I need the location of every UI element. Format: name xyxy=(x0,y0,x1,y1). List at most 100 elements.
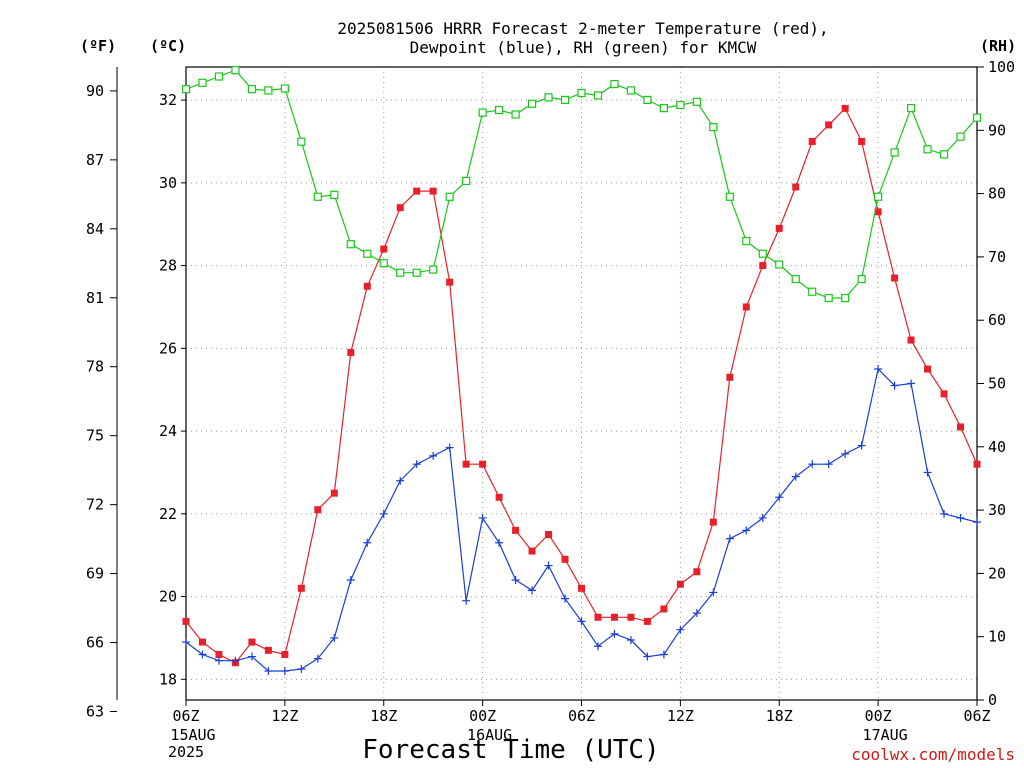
dewpoint-point xyxy=(890,381,899,390)
temperature-point xyxy=(957,423,965,431)
rh-point xyxy=(709,123,718,132)
dewpoint-point xyxy=(528,586,537,595)
c-tick-label: 26 xyxy=(159,339,177,357)
f-tick-label: 75 xyxy=(86,427,104,445)
rh-tick-label: 0 xyxy=(988,691,997,709)
temperature-point xyxy=(347,348,355,356)
dewpoint-point xyxy=(363,538,372,547)
plot-frame xyxy=(185,66,978,701)
x-tick-label: 06Z xyxy=(172,707,199,725)
temperature-point xyxy=(726,373,734,381)
f-tick-label: 69 xyxy=(86,565,104,583)
temperature-series xyxy=(182,104,981,667)
dewpoint-point xyxy=(247,652,256,661)
dewpoint-point xyxy=(857,441,866,450)
c-tick-label: 24 xyxy=(159,422,177,440)
temperature-point xyxy=(182,617,190,625)
dewpoint-point xyxy=(478,513,487,522)
dewpoint-point xyxy=(182,638,190,647)
temperature-point xyxy=(792,183,800,191)
rh-point xyxy=(808,287,817,296)
temperature-point xyxy=(462,460,470,468)
rh-tick-label: 30 xyxy=(988,501,1006,519)
temperature-point xyxy=(198,638,206,646)
dewpoint-point xyxy=(676,625,685,634)
c-tick-label: 18 xyxy=(159,670,177,688)
temperature-point xyxy=(907,336,915,344)
rh-tick-label: 100 xyxy=(988,58,1015,76)
temperature-point xyxy=(891,274,899,282)
dewpoint-point xyxy=(940,509,949,518)
x-tick-label: 12Z xyxy=(271,707,298,725)
dewpoint-point xyxy=(330,633,339,642)
rh-series xyxy=(181,66,982,303)
temperature-point xyxy=(528,547,536,555)
dewpoint-point xyxy=(643,652,652,661)
dewpoint-point xyxy=(511,576,520,585)
x-tick-label: 18Z xyxy=(766,707,793,725)
temperature-point xyxy=(709,518,717,526)
x-tick-date: 15AUG xyxy=(170,726,215,744)
rh-point xyxy=(346,240,355,249)
celsius-unit-label: (ºC) xyxy=(150,37,186,55)
dewpoint-point xyxy=(412,460,421,469)
dewpoint-point xyxy=(808,460,817,469)
dewpoint-point xyxy=(725,534,734,543)
dewpoint-point xyxy=(214,656,223,665)
temperature-point xyxy=(330,489,338,497)
f-tick-label: 87 xyxy=(86,151,104,169)
rh-tick-label: 50 xyxy=(988,375,1006,393)
temperature-point xyxy=(314,506,322,514)
dewpoint-point xyxy=(231,656,240,665)
f-tick-label: 84 xyxy=(86,220,104,238)
temperature-point xyxy=(940,390,948,398)
temperature-point xyxy=(841,104,849,112)
rh-point xyxy=(956,132,965,141)
temperature-point xyxy=(973,460,981,468)
series xyxy=(181,66,982,676)
temperature-point xyxy=(380,245,388,253)
rh-tick-label: 20 xyxy=(988,564,1006,582)
temperature-point xyxy=(248,638,256,646)
rh-point xyxy=(379,259,388,268)
c-tick-label: 20 xyxy=(159,588,177,606)
rh-point xyxy=(972,113,982,122)
temperature-point xyxy=(693,568,701,576)
temperature-point xyxy=(561,555,569,563)
dewpoint-point xyxy=(874,365,883,374)
rh-point xyxy=(742,236,751,246)
dewpoint-point xyxy=(264,667,273,676)
temperature-point xyxy=(825,121,833,129)
x-tick-label: 18Z xyxy=(370,707,397,725)
rh-point xyxy=(214,72,224,81)
rh-point xyxy=(659,104,668,113)
dewpoint-point xyxy=(824,460,833,469)
temperature-point xyxy=(297,584,305,592)
rh-point xyxy=(445,192,454,201)
dewpoint-point xyxy=(445,443,454,452)
rh-point xyxy=(923,145,932,154)
fahrenheit-unit-label: (ºF) xyxy=(80,37,116,55)
temperature-point xyxy=(660,605,668,613)
dewpoint-point xyxy=(561,594,570,603)
rh-point xyxy=(412,268,421,277)
dewpoint-point xyxy=(396,476,405,485)
rh-point xyxy=(906,104,916,113)
dewpoint-point xyxy=(791,472,800,481)
x-tick-label: 00Z xyxy=(865,707,892,725)
rh-tick-label: 60 xyxy=(988,311,1006,329)
temperature-point xyxy=(264,646,272,654)
temperature-point xyxy=(742,303,750,311)
rh-point xyxy=(297,137,306,146)
rh-point xyxy=(775,260,784,269)
rh-point xyxy=(939,150,949,159)
dewpoint-point xyxy=(709,588,718,597)
temperature-point xyxy=(759,262,767,270)
dewpoint-point xyxy=(742,526,751,535)
dewpoint-point xyxy=(198,650,207,659)
rh-point xyxy=(824,293,833,303)
dewpoint-point xyxy=(379,509,388,518)
rh-point xyxy=(313,192,322,201)
